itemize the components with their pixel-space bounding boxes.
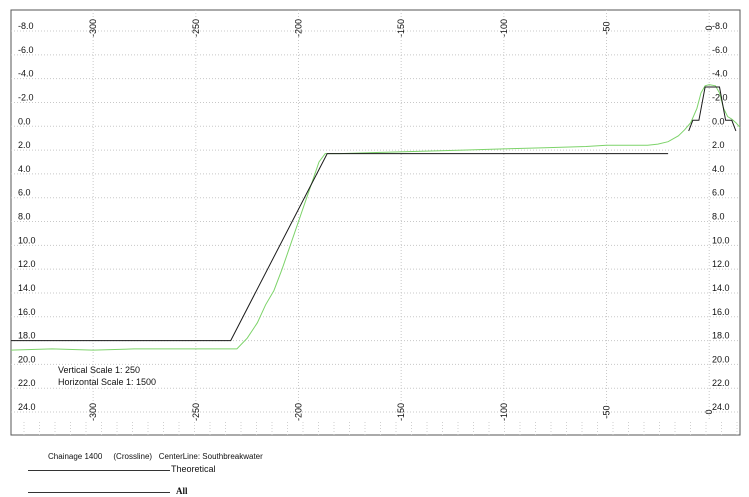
y-tick-label-right: 18.0 — [712, 331, 730, 341]
series-line-theoretical — [11, 153, 669, 342]
y-tick-label-left: 2.0 — [18, 140, 31, 150]
y-tick-label-right: 14.0 — [712, 283, 730, 293]
plot-frame — [10, 9, 741, 436]
y-tick-label-left: 10.0 — [18, 235, 36, 245]
vertical-scale-note: Vertical Scale 1: 250 — [58, 365, 140, 375]
y-tick-label-left: 8.0 — [18, 212, 31, 222]
y-tick-label-left: -6.0 — [18, 45, 34, 55]
y-tick-label-right: -2.0 — [712, 92, 728, 102]
legend-line-theoretical — [28, 470, 170, 471]
series-line-all — [10, 84, 741, 351]
y-tick-label-left: 16.0 — [18, 307, 36, 317]
y-tick-label-right: 10.0 — [712, 235, 730, 245]
y-tick-label-left: 20.0 — [18, 354, 36, 364]
x-tick-label-bottom: -150 — [396, 403, 406, 421]
y-tick-label-left: 12.0 — [18, 259, 36, 269]
x-tick-label-bottom: 0 — [704, 409, 714, 414]
grid — [11, 10, 740, 435]
x-tick-label-top: -300 — [88, 19, 98, 37]
x-tick-label-bottom: -250 — [191, 403, 201, 421]
y-tick-label-right: 2.0 — [712, 140, 725, 150]
x-tick-label-top: 0 — [704, 25, 714, 30]
x-tick-label-top: -100 — [499, 19, 509, 37]
y-tick-label-left: 14.0 — [18, 283, 36, 293]
y-tick-label-right: 20.0 — [712, 354, 730, 364]
y-tick-label-right: -6.0 — [712, 45, 728, 55]
tick-labels: -8.0 -8.0 -6.0 -6.0 -4.0 -4.0 -2.0 -2.0 0.0 0.0 2.… — [18, 19, 730, 421]
y-tick-label-right: 6.0 — [712, 188, 725, 198]
x-tick-label-top: -50 — [602, 21, 612, 34]
y-tick-label-left: -2.0 — [18, 92, 34, 102]
y-tick-label-left: 22.0 — [18, 378, 36, 388]
legend-caption: Chainage 1400 (Crossline) CenterLine: So… — [48, 452, 263, 461]
y-tick-label-right: 4.0 — [712, 164, 725, 174]
y-tick-label-left: 18.0 — [18, 331, 36, 341]
y-tick-label-right: 22.0 — [712, 378, 730, 388]
y-tick-label-left: 0.0 — [18, 116, 31, 126]
y-tick-label-right: 24.0 — [712, 402, 730, 412]
legend-label-all: All — [176, 486, 188, 496]
legend-label-theoretical: Theoretical — [171, 464, 216, 474]
y-tick-label-left: -8.0 — [18, 21, 34, 31]
x-tick-label-top: -150 — [396, 19, 406, 37]
y-tick-label-right: 12.0 — [712, 259, 730, 269]
x-tick-label-bottom: -300 — [88, 403, 98, 421]
x-tick-label-bottom: -100 — [499, 403, 509, 421]
y-tick-label-right: 0.0 — [712, 116, 725, 126]
x-tick-label-bottom: -200 — [293, 403, 303, 421]
series-line-theoretical-breakwater — [688, 86, 737, 132]
x-tick-label-top: -200 — [293, 19, 303, 37]
y-tick-label-left: 6.0 — [18, 188, 31, 198]
y-tick-label-right: -4.0 — [712, 69, 728, 79]
legend-line-all — [28, 492, 170, 493]
chart: -8.0 -8.0 -6.0 -6.0 -4.0 -4.0 -2.0 -2.0 0.0 0.0 2.… — [10, 9, 741, 436]
y-tick-label-left: 24.0 — [18, 402, 36, 412]
x-tick-label-top: -250 — [191, 19, 201, 37]
y-tick-label-left: -4.0 — [18, 69, 34, 79]
y-tick-label-right: 16.0 — [712, 307, 730, 317]
y-tick-label-right: -8.0 — [712, 21, 728, 31]
horizontal-scale-note: Horizontal Scale 1: 1500 — [58, 377, 156, 387]
y-tick-label-left: 4.0 — [18, 164, 31, 174]
y-tick-label-right: 8.0 — [712, 212, 725, 222]
series-group — [10, 84, 741, 351]
x-tick-label-bottom: -50 — [602, 405, 612, 418]
